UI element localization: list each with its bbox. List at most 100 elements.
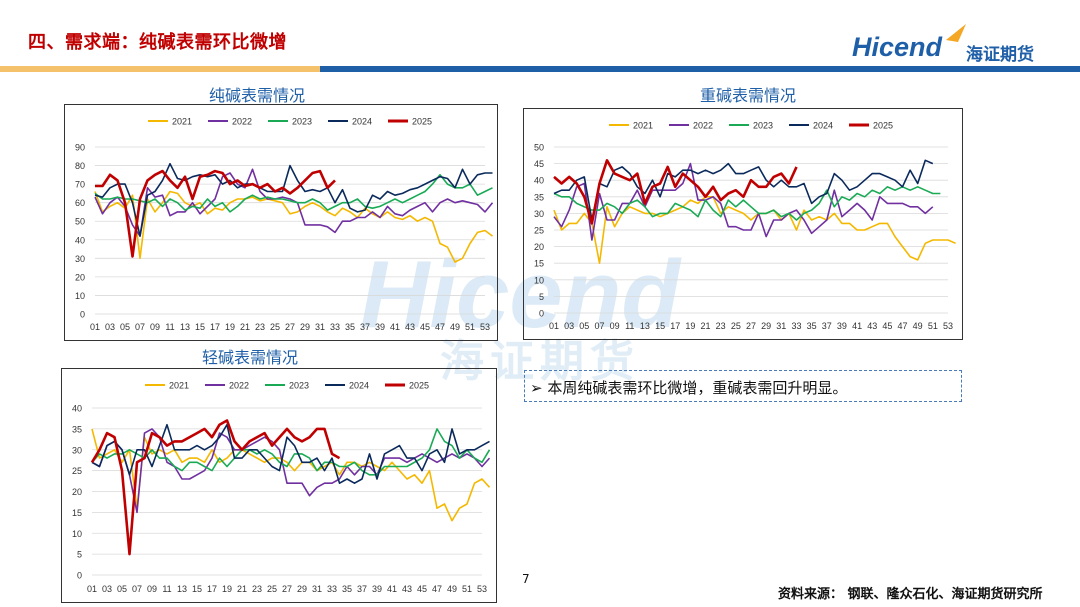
x-tick-label: 13 — [640, 321, 650, 331]
x-tick-label: 15 — [192, 584, 202, 594]
x-tick-label: 33 — [330, 322, 340, 332]
header-accent-bar-gold — [0, 66, 340, 72]
y-tick-label: 15 — [534, 259, 544, 269]
x-tick-label: 01 — [90, 322, 100, 332]
x-tick-label: 41 — [390, 322, 400, 332]
legend-label-2025: 2025 — [873, 121, 893, 131]
x-tick-label: 29 — [761, 321, 771, 331]
x-tick-label: 39 — [837, 321, 847, 331]
x-tick-label: 39 — [375, 322, 385, 332]
x-tick-label: 11 — [162, 584, 171, 594]
x-tick-label: 03 — [105, 322, 115, 332]
x-tick-label: 13 — [177, 584, 187, 594]
x-tick-label: 47 — [432, 584, 442, 594]
x-tick-label: 49 — [447, 584, 457, 594]
series-line-2025 — [95, 169, 336, 258]
series-line-2022 — [553, 162, 934, 241]
page-title: 四、需求端：纯碱表需环比微增 — [28, 32, 287, 53]
legend-label-2021: 2021 — [633, 121, 653, 131]
y-tick-label: 20 — [72, 487, 82, 497]
chart-frame-light: 0 5 10 15 20 25 30 35 40 01 03 05 07 09 11 13 15 17 19 21 23… — [61, 368, 497, 603]
series-line-2021 — [553, 196, 956, 264]
x-tick-label: 51 — [928, 321, 938, 331]
y-tick-label: 40 — [72, 404, 82, 414]
y-tick-label: 30 — [72, 445, 82, 455]
x-tick-label: 53 — [943, 321, 953, 331]
x-tick-label: 45 — [420, 322, 430, 332]
y-tick-label: 45 — [534, 159, 544, 169]
x-tick-label: 41 — [387, 584, 397, 594]
x-tick-label: 31 — [776, 321, 786, 331]
x-tick-label: 51 — [465, 322, 475, 332]
x-tick-label: 17 — [210, 322, 220, 332]
x-tick-label: 53 — [480, 322, 490, 332]
page-number: 7 — [522, 572, 530, 586]
y-tick-label: 40 — [534, 176, 544, 186]
legend-label-2021: 2021 — [169, 381, 189, 391]
x-tick-label: 33 — [791, 321, 801, 331]
logo-text: Hicend — [852, 32, 943, 62]
legend-label-2025: 2025 — [412, 117, 432, 127]
x-tick-label: 37 — [822, 321, 832, 331]
x-tick-label: 33 — [327, 584, 337, 594]
x-tick-label: 31 — [312, 584, 322, 594]
y-tick-label: 0 — [539, 309, 544, 319]
series-line-2024 — [94, 162, 493, 237]
legend-label-2022: 2022 — [232, 117, 252, 127]
x-tick-label: 27 — [746, 321, 756, 331]
x-tick-label: 47 — [435, 322, 445, 332]
y-tick-label: 60 — [75, 198, 85, 208]
y-tick-label: 30 — [75, 254, 85, 264]
legend-label-2024: 2024 — [349, 381, 369, 391]
x-tick-label: 13 — [180, 322, 190, 332]
x-tick-label: 09 — [147, 584, 157, 594]
legend-label-2024: 2024 — [352, 117, 372, 127]
y-tick-label: 35 — [72, 424, 82, 434]
x-tick-label: 47 — [898, 321, 908, 331]
x-tick-label: 01 — [549, 321, 559, 331]
legend-label-2023: 2023 — [289, 381, 309, 391]
chart-frame-heavy: 0 5 10 15 20 25 30 35 40 45 50 01 03 05 07 09 11 13 15 17 19… — [523, 108, 963, 340]
legend-label-2023: 2023 — [753, 121, 773, 131]
x-tick-label: 35 — [807, 321, 817, 331]
y-tick-label: 70 — [75, 180, 85, 190]
x-tick-label: 09 — [610, 321, 620, 331]
x-tick-label: 23 — [255, 322, 265, 332]
x-tick-label: 45 — [882, 321, 892, 331]
y-tick-label: 0 — [80, 310, 85, 320]
x-tick-label: 15 — [655, 321, 665, 331]
x-tick-label: 07 — [132, 584, 142, 594]
y-tick-label: 35 — [534, 192, 544, 202]
x-tick-label: 27 — [285, 322, 295, 332]
x-tick-label: 21 — [237, 584, 247, 594]
series-line-2023 — [91, 428, 491, 476]
series-line-2025 — [90, 419, 341, 556]
x-tick-label: 53 — [477, 584, 487, 594]
series-line-2024 — [553, 159, 934, 221]
x-tick-label: 21 — [701, 321, 711, 331]
x-tick-label: 17 — [670, 321, 680, 331]
y-tick-label: 20 — [75, 272, 85, 282]
y-tick-label: 80 — [75, 161, 85, 171]
x-tick-label: 09 — [150, 322, 160, 332]
x-tick-label: 03 — [102, 584, 112, 594]
y-tick-label: 0 — [77, 571, 82, 581]
hicend-logo: Hicend — [852, 24, 966, 63]
series-line-2021 — [91, 428, 491, 522]
x-tick-label: 19 — [225, 322, 235, 332]
x-tick-label: 11 — [625, 321, 634, 331]
y-tick-label: 40 — [75, 235, 85, 245]
y-tick-label: 30 — [534, 209, 544, 219]
x-tick-label: 25 — [267, 584, 277, 594]
chart-soda: 0 10 20 30 40 50 60 70 80 90 01 03 05 07 09 11 13 15 17 19 2… — [75, 117, 494, 332]
x-tick-label: 49 — [450, 322, 460, 332]
x-tick-label: 01 — [87, 584, 97, 594]
x-tick-label: 43 — [402, 584, 412, 594]
note-content: 本周纯碱表需环比微增，重碱表需回升明显。 — [547, 379, 848, 397]
x-tick-label: 11 — [165, 322, 174, 332]
note-box — [524, 370, 962, 402]
watermark-chinese: 海证期货 — [440, 336, 640, 387]
y-tick-label: 10 — [534, 275, 544, 285]
